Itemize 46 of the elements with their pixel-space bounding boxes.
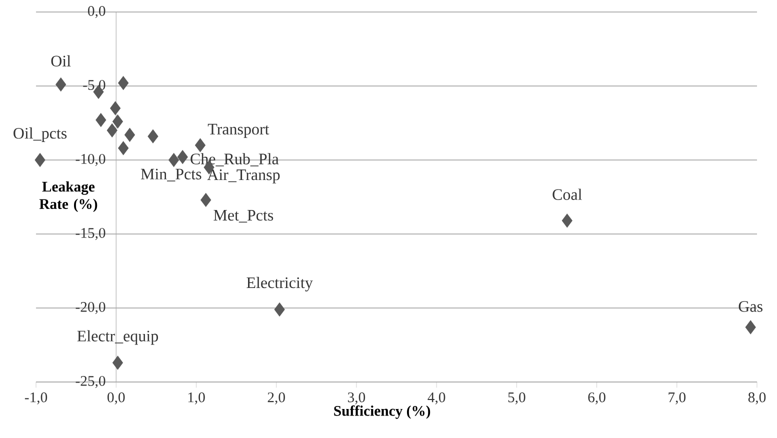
point — [34, 153, 46, 167]
y-tick-label: -25,0 — [76, 376, 106, 388]
annotation: Air_Transp — [207, 169, 280, 184]
annotation: Electr_equip — [77, 330, 158, 345]
y-axis-title: Leakage Rate (%) — [39, 181, 98, 212]
x-tick-label: 1,0 — [188, 392, 205, 404]
annotation: Transport — [208, 124, 270, 138]
x-tick-label: 4,0 — [428, 392, 446, 404]
y-tick-label: 0,0 — [88, 6, 106, 18]
point — [562, 214, 572, 228]
x-tick-label: 7,0 — [668, 392, 686, 404]
point — [118, 141, 129, 156]
y-tick-label: -20,0 — [76, 302, 106, 314]
point — [274, 302, 285, 316]
point — [106, 123, 118, 138]
y-tick-label: -15,0 — [76, 228, 106, 240]
x-tick-label: -1,0 — [24, 392, 48, 404]
annotation: Met_Pcts — [214, 210, 274, 223]
y-tick-label: -10,0 — [76, 154, 106, 166]
point — [177, 150, 188, 164]
point — [112, 114, 123, 128]
x-tick-label: 0,0 — [108, 392, 125, 404]
x-tick-label: 6,0 — [588, 392, 606, 404]
annotation: Coal — [552, 188, 582, 200]
point — [56, 78, 66, 92]
x-axis-title: Sufficiency (%) — [334, 405, 430, 419]
x-tick-label: 5,0 — [508, 392, 526, 404]
point — [200, 193, 212, 207]
x-tick-label: 8,0 — [748, 392, 766, 404]
point — [96, 113, 106, 127]
point — [118, 76, 129, 90]
point — [745, 320, 756, 334]
annotation: Oil — [51, 55, 71, 66]
annotation: Min_Pcts — [140, 168, 202, 182]
point — [148, 129, 158, 144]
point — [168, 153, 180, 167]
point — [112, 356, 123, 370]
annotation: Electricity — [246, 276, 313, 292]
x-tick-label: 3,0 — [348, 392, 366, 404]
annotation: Oil_pcts — [14, 127, 67, 142]
point — [110, 101, 121, 116]
point — [124, 128, 136, 142]
point — [194, 138, 206, 152]
annotation: Che_Rub_Pla — [190, 153, 279, 166]
annotation: Gas — [738, 301, 762, 312]
x-tick-label: 2,0 — [268, 392, 285, 404]
